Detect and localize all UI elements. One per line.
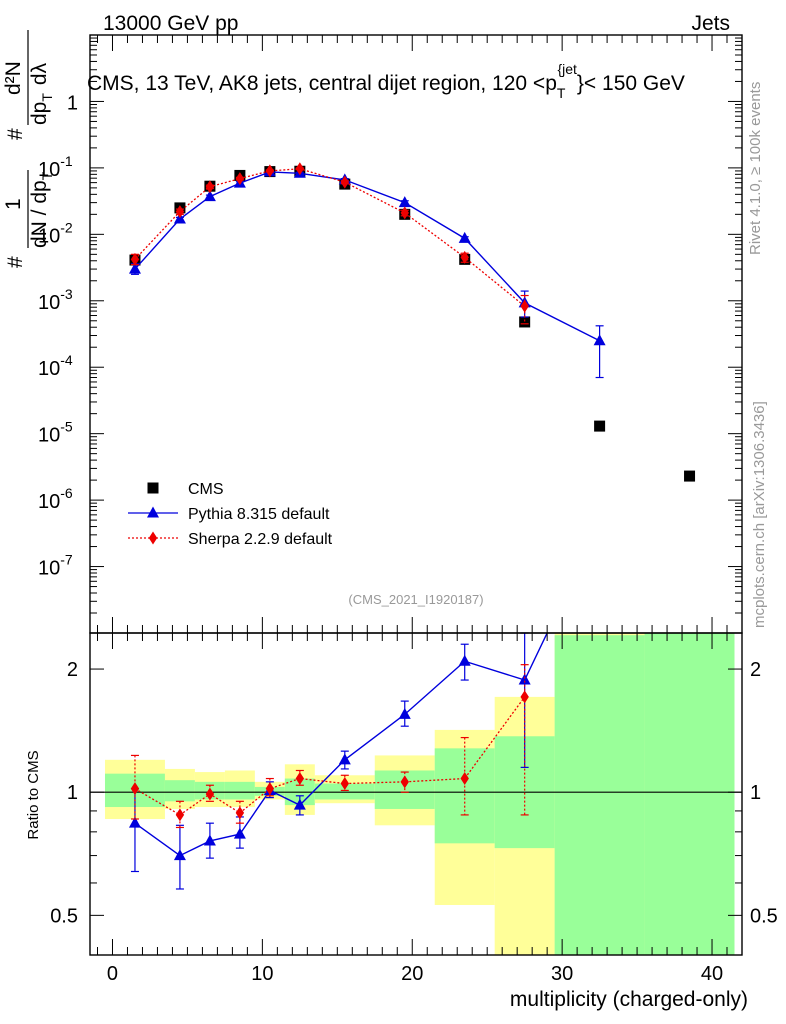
ratio-band-green	[164, 780, 195, 802]
header-right: Jets	[691, 12, 730, 35]
legend-marker-diamond	[148, 531, 158, 545]
main-point-triangle	[398, 196, 411, 208]
main-point-diamond	[205, 180, 215, 194]
ratio-point-diamond	[520, 690, 529, 704]
main-point-diamond	[340, 175, 350, 189]
legend-marker-triangle	[147, 506, 159, 518]
ratio-point-triangle	[458, 654, 471, 666]
main-y-axis-label: # 1 dN / dpT # d²N dpTdλ	[2, 30, 55, 268]
ratio-band-green	[644, 633, 735, 955]
ratio-point-triangle	[293, 798, 306, 810]
main-y-tick-label: 10-5	[38, 419, 73, 447]
svg-text:1: 1	[2, 198, 25, 210]
main-y-tick-label: 10-4	[38, 352, 73, 380]
main-point-square	[594, 420, 606, 432]
header-left: 13000 GeV pp	[103, 12, 238, 35]
ratio-point-diamond	[400, 775, 409, 789]
legend: CMS Pythia 8.315 default Sherpa 2.2.9 defa…	[128, 481, 333, 548]
x-tick-label: 0	[107, 963, 118, 985]
x-tick-label: 20	[401, 963, 423, 985]
svg-text:#: #	[4, 256, 27, 268]
ratio-point-diamond	[235, 806, 245, 820]
legend-marker-square	[147, 482, 159, 494]
ratio-panel-marks	[90, 632, 742, 890]
ratio-point-diamond	[205, 787, 215, 801]
ratio-y-tick-label-right: 0.5	[750, 905, 778, 927]
main-point-diamond	[175, 205, 185, 219]
ratio-point-diamond	[295, 772, 305, 786]
main-series-line	[134, 168, 526, 307]
main-y-tick-label: 10-7	[38, 552, 73, 580]
main-point-square	[519, 316, 531, 328]
x-tick-label: 40	[701, 963, 723, 985]
ratio-point-triangle	[233, 827, 246, 839]
rivet-label: Rivet 4.1.0, ≥ 100k events	[747, 82, 764, 255]
svg-text:dpTdλ: dpTdλ	[28, 62, 55, 125]
main-y-tick-label: 10-2	[38, 219, 73, 247]
ratio-frame	[89, 632, 743, 956]
main-point-diamond	[460, 250, 469, 264]
ratio-y-tick-label-right: 2	[750, 659, 761, 681]
main-point-triangle	[593, 334, 606, 346]
ratio-point-diamond	[265, 782, 275, 796]
ratio-point-diamond	[340, 777, 350, 791]
ratio-y-tick-label: 1	[67, 782, 78, 804]
ratio-y-tick-label: 0.5	[50, 905, 78, 927]
main-point-diamond	[265, 164, 275, 178]
axes: 10-710-610-510-410-310-210-110 10 20 30 400.…	[38, 34, 778, 985]
ratio-point-triangle	[398, 707, 411, 719]
ratio-band-green	[554, 635, 645, 955]
x-tick-label: 10	[251, 963, 273, 985]
main-y-tick-label: 1	[67, 92, 78, 114]
main-panel-marks	[128, 162, 696, 482]
ratio-band-green	[224, 781, 255, 800]
ratio-band-green	[434, 748, 495, 844]
main-y-tick-label: 10-3	[38, 286, 73, 314]
main-point-triangle	[128, 262, 141, 274]
ratio-y-tick-label: 2	[67, 659, 78, 681]
main-series-line	[134, 171, 600, 342]
ratio-band-green	[314, 783, 375, 800]
main-title: CMS, 13 TeV, AK8 jets, central dijet reg…	[87, 61, 685, 101]
main-point-diamond	[400, 206, 409, 220]
analysis-watermark: (CMS_2021_I1920187)	[348, 592, 483, 607]
x-tick-label: 30	[551, 963, 573, 985]
ratio-series-line	[134, 696, 526, 816]
main-y-tick-label: 10-6	[38, 485, 73, 513]
x-axis-label: multiplicity (charged-only)	[510, 988, 748, 1011]
ratio-y-tick-label-right: 1	[750, 782, 761, 804]
ratio-point-triangle	[338, 753, 351, 765]
svg-text:d²N: d²N	[2, 61, 25, 95]
ratio-point-diamond	[130, 782, 140, 796]
ratio-point-diamond	[175, 808, 185, 822]
ratio-point-triangle	[173, 849, 186, 861]
legend-label: Sherpa 2.2.9 default	[188, 531, 333, 548]
main-point-triangle	[203, 190, 216, 202]
ratio-point-triangle	[203, 834, 216, 846]
main-point-diamond	[295, 162, 305, 176]
ratio-point-triangle	[128, 816, 141, 828]
ratio-point-triangle	[518, 673, 531, 685]
main-point-diamond	[235, 172, 245, 186]
legend-label: Pythia 8.315 default	[188, 506, 330, 523]
svg-text:dN / dpT: dN / dpT	[28, 171, 55, 248]
main-point-square	[684, 470, 696, 482]
svg-text:#: #	[4, 128, 27, 140]
legend-label: CMS	[188, 481, 224, 498]
main-y-tick-label: 10-1	[38, 153, 73, 181]
ratio-point-diamond	[460, 772, 469, 786]
mcplots-label: mcplots.cern.ch [arXiv:1306.3436]	[751, 401, 768, 628]
ratio-y-axis-label: Ratio to CMS	[25, 750, 42, 839]
main-point-triangle	[458, 231, 471, 243]
main-point-diamond	[130, 252, 140, 266]
main-point-diamond	[520, 299, 529, 313]
ratio-uncertainty-bands	[104, 633, 735, 955]
